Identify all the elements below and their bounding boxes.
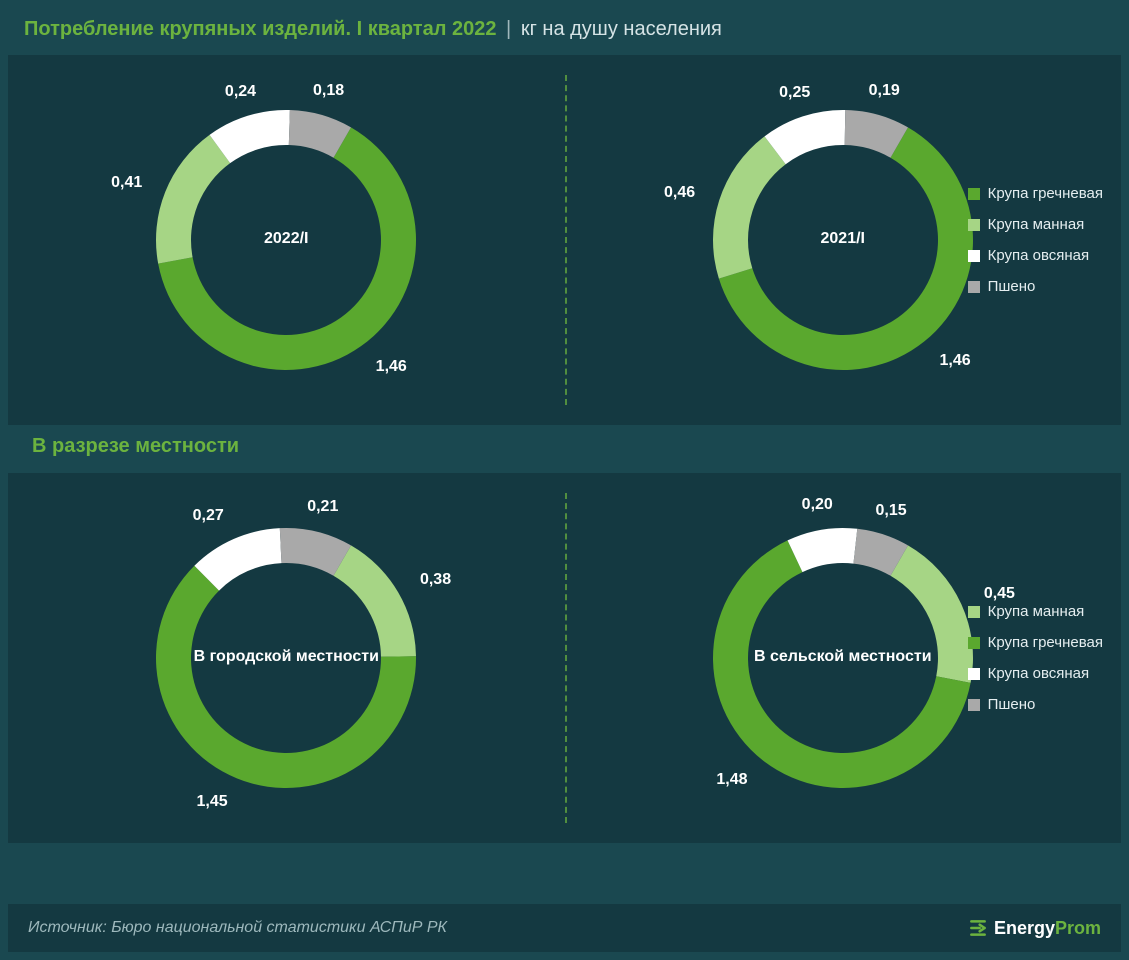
legend-item: Крупа манная: [968, 216, 1103, 233]
chart-row-bottom: В городской местности 0,38 1,45 0,27 0,21 В …: [8, 473, 1121, 843]
donut-value-label: 1,46: [940, 352, 971, 370]
donut-value-label: 0,24: [225, 83, 256, 101]
panel-bottom: В разрезе местности В городской местност…: [8, 473, 1121, 843]
donut-center-label: 2021/I: [683, 230, 1003, 248]
donut-value-label: 0,21: [307, 498, 338, 516]
legend-item: Крупа овсяная: [968, 665, 1103, 682]
legend-swatch: [968, 188, 980, 200]
legend-item: Крупа манная: [968, 603, 1103, 620]
legend-label: Крупа овсяная: [988, 247, 1090, 264]
donut-center-label: В городской местности: [126, 648, 446, 666]
legend-swatch: [968, 281, 980, 293]
legend-swatch: [968, 250, 980, 262]
legend-swatch: [968, 606, 980, 618]
footer: Источник: Бюро национальной статистики А…: [8, 904, 1121, 952]
legend-label: Крупа манная: [988, 603, 1085, 620]
legend-top: Крупа гречневая Крупа манная Крупа овсяная…: [968, 185, 1103, 295]
legend-label: Крупа гречневая: [988, 634, 1103, 651]
donut-value-label: 0,27: [193, 507, 224, 525]
legend-item: Пшено: [968, 696, 1103, 713]
footer-source: Источник: Бюро национальной статистики А…: [28, 919, 447, 937]
donut-value-label: 1,46: [376, 358, 407, 376]
legend-item: Крупа гречневая: [968, 634, 1103, 651]
donut-segment-semolina: [334, 545, 416, 656]
donut-cell-2022: 2022/I 1,46 0,41 0,24 0,18: [8, 55, 565, 425]
donut-value-label: 0,41: [111, 174, 142, 192]
donut-center-label: 2022/I: [126, 230, 446, 248]
legend-item: Пшено: [968, 278, 1103, 295]
legend-bottom: Крупа манная Крупа гречневая Крупа овсяная…: [968, 603, 1103, 713]
page-header: Потребление крупяных изделий. I квартал …: [0, 0, 1129, 55]
chart-row-top: 2022/I 1,46 0,41 0,24 0,18 2021/I 1,46 0,46 0,2…: [8, 55, 1121, 425]
donut-value-label: 1,45: [197, 793, 228, 811]
vertical-divider-top: [565, 75, 567, 405]
vertical-divider-bottom: [565, 493, 567, 823]
legend-swatch: [968, 699, 980, 711]
panel-top: 2022/I 1,46 0,41 0,24 0,18 2021/I 1,46 0,46 0,2…: [8, 55, 1121, 425]
footer-logo: EnergyProm: [968, 918, 1101, 939]
title-sub: кг на душу населения: [521, 18, 722, 40]
legend-label: Крупа овсяная: [988, 665, 1090, 682]
legend-item: Крупа гречневая: [968, 185, 1103, 202]
legend-label: Пшено: [988, 696, 1036, 713]
logo-text-2: Prom: [1055, 918, 1101, 938]
legend-swatch: [968, 219, 980, 231]
donut-value-label: 0,20: [802, 496, 833, 514]
subtitle-locality: В разрезе местности: [32, 435, 239, 458]
donut-value-label: 0,38: [420, 571, 451, 589]
logo-icon: [968, 918, 988, 938]
donut-value-label: 0,46: [664, 184, 695, 202]
donut-value-label: 0,19: [869, 82, 900, 100]
legend-item: Крупа овсяная: [968, 247, 1103, 264]
donut-value-label: 1,48: [716, 771, 747, 789]
legend-swatch: [968, 637, 980, 649]
donut-segment-semolina: [713, 136, 786, 278]
legend-label: Крупа манная: [988, 216, 1085, 233]
donut-value-label: 0,15: [875, 502, 906, 520]
donut-value-label: 0,18: [313, 82, 344, 100]
title-main: Потребление крупяных изделий. I квартал …: [24, 18, 496, 40]
logo-text-1: Energy: [994, 918, 1055, 938]
legend-swatch: [968, 668, 980, 680]
donut-value-label: 0,25: [779, 84, 810, 102]
donut-cell-urban: В городской местности 0,38 1,45 0,27 0,21: [8, 473, 565, 843]
donut-center-label: В сельской местности: [683, 648, 1003, 666]
title-sep: |: [502, 18, 515, 40]
legend-label: Пшено: [988, 278, 1036, 295]
donut-value-label: 0,45: [984, 585, 1015, 603]
legend-label: Крупа гречневая: [988, 185, 1103, 202]
